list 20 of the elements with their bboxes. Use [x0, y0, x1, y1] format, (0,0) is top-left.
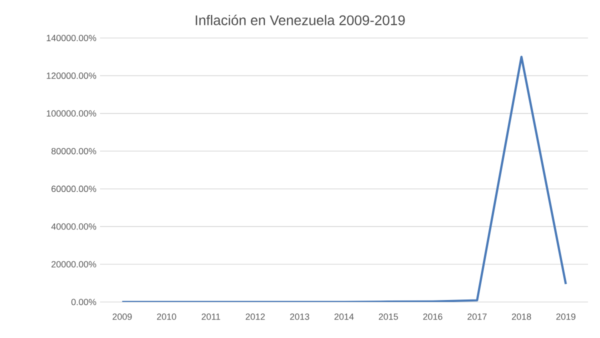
x-tick-label: 2017 — [468, 314, 487, 320]
y-tick-label: 40000.00% — [51, 223, 96, 230]
x-tick-label: 2014 — [334, 314, 354, 320]
x-tick-label: 2010 — [157, 314, 176, 320]
chart-title: Inflación en Venezuela 2009-2019 — [196, 14, 405, 26]
y-tick-label: 0.00% — [71, 298, 96, 306]
x-tick-label: 2009 — [112, 314, 132, 320]
x-tick-label: 2016 — [423, 314, 442, 320]
x-tick-label: 2012 — [246, 314, 265, 320]
y-tick-label: 20000.00% — [52, 261, 96, 268]
y-tick-label: 100000.00% — [46, 110, 96, 117]
x-tick-label: 2015 — [378, 314, 398, 320]
x-tick-label: 2019 — [556, 314, 576, 320]
x-tick-label: 2011 — [202, 314, 220, 320]
y-tick-label: 80000.00% — [52, 148, 96, 154]
y-tick-label: 120000.00% — [46, 72, 96, 79]
y-tick-label: 140000.00% — [46, 34, 96, 42]
x-tick-label: 2013 — [290, 314, 310, 320]
x-tick-label: 2018 — [512, 314, 532, 320]
y-tick-label: 60000.00% — [52, 186, 96, 192]
